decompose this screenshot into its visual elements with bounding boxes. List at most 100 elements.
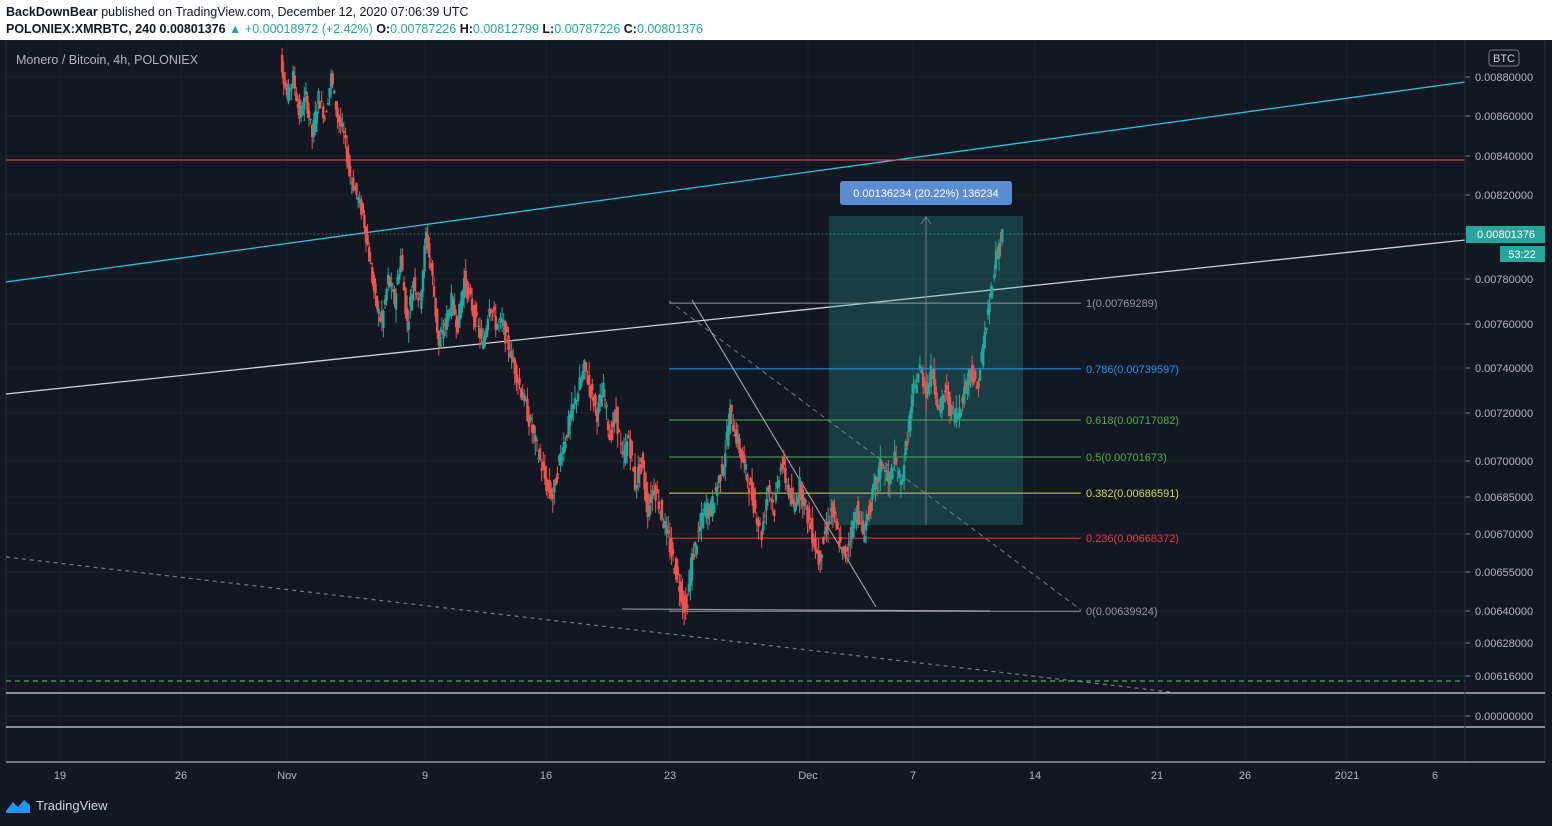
price-axis[interactable]: 0.00880000 0.00860000 0.00840000 0.00820000… bbox=[1464, 40, 1533, 762]
candle-body bbox=[845, 547, 849, 552]
candle-body bbox=[480, 329, 483, 337]
candle-body bbox=[871, 488, 874, 500]
candle-body bbox=[459, 300, 463, 318]
candle-body bbox=[834, 521, 838, 523]
candle-body bbox=[382, 311, 385, 328]
candle-body bbox=[296, 103, 300, 108]
candle-body bbox=[521, 392, 524, 401]
candle-body bbox=[575, 401, 578, 403]
candle-body bbox=[913, 381, 917, 383]
candle-body bbox=[447, 310, 450, 322]
x-tick-label: 26 bbox=[1239, 770, 1251, 782]
candle-body bbox=[545, 477, 548, 492]
x-tick-label: 14 bbox=[1029, 770, 1041, 782]
candle-body bbox=[779, 468, 782, 472]
candle-body bbox=[698, 526, 702, 531]
candle-body bbox=[426, 234, 429, 250]
candle-body bbox=[996, 256, 999, 258]
candle-body bbox=[299, 105, 303, 117]
candle-body bbox=[472, 309, 475, 318]
fib-level-label: 0.236(0.00668372) bbox=[1086, 533, 1179, 545]
candle-body bbox=[652, 490, 656, 493]
candle-body bbox=[820, 554, 823, 558]
candle-body bbox=[568, 414, 572, 426]
candle-body bbox=[706, 502, 710, 519]
candle-body bbox=[341, 123, 344, 127]
candle-body bbox=[970, 365, 974, 382]
fib-level-label: 0.618(0.00717082) bbox=[1086, 415, 1179, 427]
candle-body bbox=[923, 381, 926, 388]
candle-body bbox=[298, 99, 301, 119]
candle-body bbox=[964, 382, 968, 389]
candle-body bbox=[610, 429, 613, 440]
candle-body bbox=[572, 404, 575, 410]
candle-body bbox=[709, 501, 713, 513]
candle-body bbox=[667, 529, 670, 534]
candle-body bbox=[781, 464, 784, 470]
candle-body bbox=[798, 476, 801, 499]
candle-body bbox=[413, 277, 417, 292]
y-tick-label: 0.00840000 bbox=[1475, 151, 1533, 163]
publisher-name[interactable]: BackDownBear bbox=[6, 5, 98, 19]
symbol-label: POLONIEX:XMRBTC, 240 bbox=[6, 22, 157, 36]
candle-body bbox=[303, 97, 306, 110]
candle-body bbox=[361, 203, 365, 214]
candle-body bbox=[497, 321, 501, 323]
candle-body bbox=[537, 457, 540, 459]
candle-body bbox=[644, 482, 648, 503]
fib-retracement[interactable]: 1(0.00769289) 0.786(0.00739597) 0.618(0.00… bbox=[669, 298, 1179, 618]
tradingview-logo[interactable]: TradingView bbox=[6, 798, 108, 813]
candle-body bbox=[519, 388, 523, 398]
candle-body bbox=[635, 484, 638, 489]
time-axis[interactable]: 19 26 Nov 9 16 23 Dec 7 14 21 26 2021 6 bbox=[6, 761, 1545, 782]
candle-body bbox=[285, 88, 289, 96]
candle-body bbox=[393, 288, 396, 305]
candle-body bbox=[659, 512, 662, 514]
candle-body bbox=[676, 566, 679, 576]
candle-body bbox=[347, 153, 350, 168]
candle-body bbox=[754, 500, 757, 510]
candle-body bbox=[969, 370, 972, 377]
candle-body bbox=[983, 332, 986, 349]
price-chart[interactable]: 0.00136234 (20.22%) 136234 1(0.00769289)… bbox=[0, 40, 1552, 790]
candle-body bbox=[391, 289, 395, 292]
candle-body bbox=[956, 413, 960, 418]
close-value: 0.00801376 bbox=[636, 22, 704, 36]
candle-body bbox=[925, 381, 928, 399]
candle-body bbox=[290, 84, 293, 90]
candle-body bbox=[993, 274, 996, 279]
candle-body bbox=[830, 507, 833, 512]
candle-body bbox=[632, 467, 635, 472]
candle-body bbox=[524, 398, 528, 401]
candle-body bbox=[594, 394, 597, 406]
candle-body bbox=[616, 406, 619, 435]
candle-body bbox=[367, 246, 371, 262]
candle-body bbox=[527, 414, 531, 427]
y-tick-label: 0.00640000 bbox=[1475, 606, 1533, 618]
candle-body bbox=[648, 505, 651, 517]
candle-body bbox=[483, 336, 486, 347]
cyan-trendline[interactable] bbox=[5, 81, 1466, 283]
candle-body bbox=[894, 458, 898, 465]
white-trendline[interactable] bbox=[5, 239, 1466, 395]
candle-body bbox=[622, 450, 626, 456]
candle-body bbox=[618, 429, 621, 433]
candle-body bbox=[515, 365, 518, 383]
candle-body bbox=[826, 521, 830, 529]
candle-body bbox=[401, 254, 404, 271]
candle-body bbox=[918, 364, 922, 369]
candle-body bbox=[898, 470, 901, 478]
x-tick-label: 7 bbox=[910, 770, 916, 782]
candle-body bbox=[912, 383, 915, 394]
candle-body bbox=[717, 475, 721, 483]
candle-body bbox=[448, 314, 452, 316]
candle-body bbox=[605, 404, 608, 408]
candle-body bbox=[581, 370, 585, 380]
candle-body bbox=[486, 318, 490, 331]
gray-dashed-trendline[interactable] bbox=[5, 556, 1171, 693]
candle-body bbox=[785, 486, 789, 488]
fib-trend-line bbox=[668, 300, 1082, 611]
y-tick-label: 0.00655000 bbox=[1475, 567, 1533, 579]
candle-body bbox=[284, 82, 287, 88]
candle-body bbox=[557, 456, 561, 462]
